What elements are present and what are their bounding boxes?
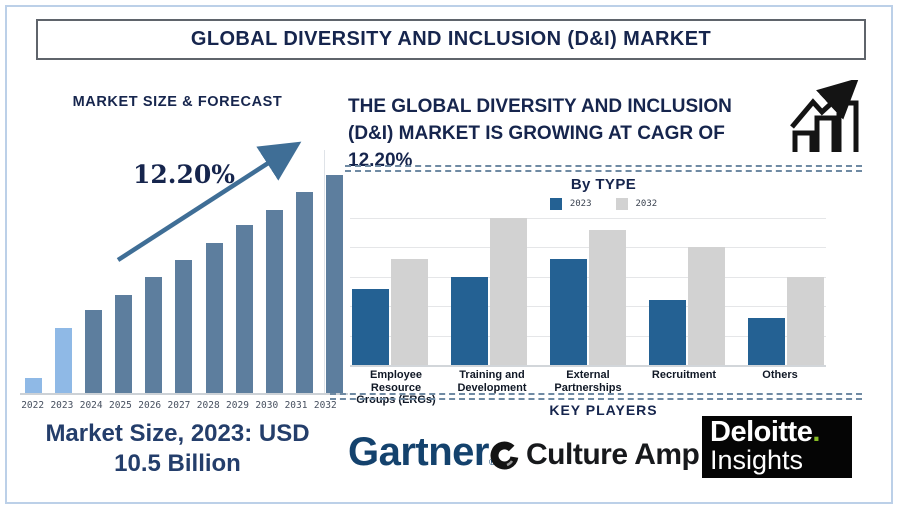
dashed-divider-top (345, 165, 862, 172)
forecast-bar-2023 (55, 328, 73, 393)
forecast-bar-2022 (25, 378, 42, 393)
dashed-divider-bottom (330, 393, 862, 400)
bar-group (451, 218, 527, 365)
bar-2023 (550, 259, 587, 365)
bar-2032 (490, 218, 527, 365)
bar-2023 (649, 300, 686, 365)
year-label-2023: 2023 (50, 400, 74, 411)
year-label-2025: 2025 (108, 400, 132, 411)
cagr-headline: THE GLOBAL DIVERSITY AND INCLUSION (D&I)… (348, 93, 793, 174)
bar-2023 (748, 318, 785, 365)
culture-amp-logo: Culture Amp (490, 438, 700, 472)
bar-2023 (352, 289, 389, 365)
deloitte-word: Deloitte (710, 416, 813, 448)
deloitte-logo-line2: Insights (710, 445, 804, 475)
deloitte-green-dot: . (812, 416, 820, 448)
gridline (350, 218, 826, 219)
forecast-bars (20, 175, 348, 395)
forecast-bar-2032 (325, 175, 343, 393)
gridline (350, 247, 826, 249)
bar-group (352, 259, 428, 365)
by-type-legend: 2023 2032 (345, 198, 862, 210)
deloitte-insights-logo: Deloitte. Insights (702, 416, 852, 478)
market-size-line2: 10.5 Billion (114, 450, 241, 477)
year-label-2024: 2024 (79, 400, 103, 411)
trend-arrow-icon (116, 141, 302, 262)
legend-item-2023: 2023 (549, 198, 592, 210)
category-label: Recruitment (651, 369, 717, 381)
forecast-bar-2025 (115, 295, 133, 393)
forecast-plot-right-border (324, 150, 325, 393)
bar-group (748, 277, 824, 365)
year-label-2029: 2029 (226, 400, 249, 411)
title-box: GLOBAL DIVERSITY AND INCLUSION (D&I) MAR… (36, 19, 866, 60)
bar-2023 (451, 277, 488, 365)
culture-amp-logo-text: Culture Amp (526, 438, 700, 471)
by-type-bar-groups (350, 218, 826, 365)
forecast-bar-2027 (175, 260, 193, 393)
category-label: Training and Development (457, 369, 527, 394)
forecast-bar-2028 (205, 243, 223, 393)
culture-amp-c-icon (490, 441, 519, 469)
market-size-forecast-heading: MARKET SIZE & FORECAST (72, 94, 283, 110)
gridline (350, 335, 826, 337)
year-label-2031: 2031 (284, 400, 308, 411)
bar-2032 (688, 247, 725, 365)
bar-2032 (589, 230, 626, 365)
bar-group (550, 230, 626, 365)
legend-swatch-2023 (549, 198, 562, 210)
forecast-bar-2026 (145, 277, 163, 393)
market-size-callout: Market Size, 2023: USD 10.5 Billion (15, 419, 340, 479)
forecast-year-labels: 2022 2023 2024 2025 2026 2027 2028 2029 2030 2031… (18, 400, 340, 411)
category-label: Others (762, 369, 798, 381)
year-label-2032: 2032 (313, 400, 337, 411)
year-label-2022: 2022 (21, 400, 45, 411)
legend-item-2032: 2032 (615, 198, 658, 210)
year-label-2027: 2027 (167, 400, 191, 411)
by-type-plot (350, 218, 826, 367)
forecast-bar-2031 (295, 192, 313, 393)
by-type-category-labels: Employee Resource Groups (ERGs) Training … (348, 369, 828, 407)
bar-group (649, 247, 725, 365)
forecast-bar-2029 (235, 225, 253, 393)
key-players-heading: KEY PLAYERS (549, 402, 658, 418)
page-border-frame (5, 5, 893, 504)
legend-label-2023: 2023 (569, 199, 592, 209)
bar-2032 (391, 259, 428, 365)
year-label-2030: 2030 (255, 400, 279, 411)
growth-chart-icon (790, 80, 859, 152)
legend-label-2032: 2032 (635, 199, 658, 209)
category-label: External Partnerships (554, 369, 622, 394)
forecast-bar-2030 (265, 210, 283, 393)
year-label-2026: 2026 (138, 400, 162, 411)
year-label-2028: 2028 (196, 400, 220, 411)
by-type-heading: By TYPE (570, 176, 637, 193)
category-label: Employee Resource Groups (ERGs) (356, 369, 436, 406)
headline-line1: THE GLOBAL DIVERSITY AND INCLUSION (348, 96, 732, 117)
gartner-logo-text: Gartner (348, 430, 490, 474)
deloitte-logo-line1: Deloitte. (710, 417, 852, 447)
cagr-annotation: 12.20% (133, 160, 236, 189)
legend-swatch-2032 (615, 198, 628, 210)
market-size-line1: Market Size, 2023: USD (45, 420, 310, 447)
registered-mark: ® (489, 457, 496, 467)
gridline (350, 306, 826, 308)
headline-line2: (D&I) MARKET IS GROWING AT CAGR OF (348, 123, 725, 144)
bar-2032 (787, 277, 824, 365)
gartner-logo: Gartner® (348, 430, 496, 475)
page-title: GLOBAL DIVERSITY AND INCLUSION (D&I) MAR… (190, 28, 712, 50)
gridline (350, 276, 826, 278)
forecast-bar-2024 (85, 310, 103, 393)
